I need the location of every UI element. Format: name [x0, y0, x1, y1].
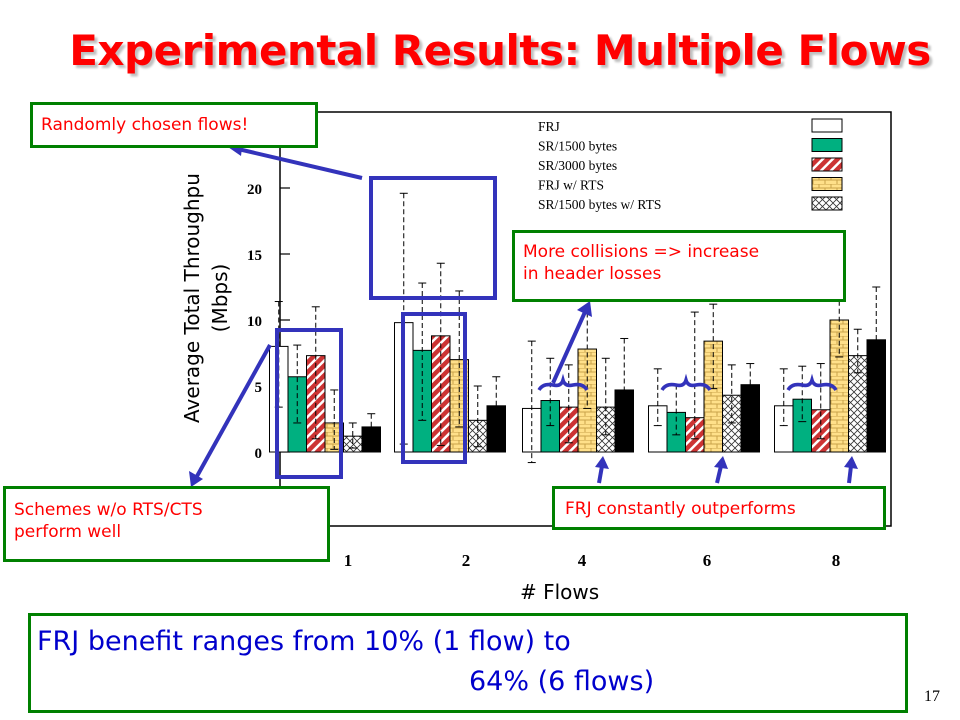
arrow-frj-8	[847, 465, 853, 484]
legend-label: FRJ	[538, 119, 560, 134]
bar	[722, 394, 742, 453]
y-axis-label-line2: (Mbps)	[208, 263, 232, 333]
x-tick-label: 2	[462, 551, 471, 570]
highlights	[275, 176, 838, 479]
page-number: 17	[924, 688, 940, 705]
x-axis-label: # Flows	[520, 580, 600, 604]
arrow-random	[237, 147, 363, 180]
x-tick-label: 4	[578, 551, 587, 570]
callout-schemes-line2: perform well	[14, 522, 122, 542]
y-tick-label: 0	[255, 446, 263, 462]
legend-label: SR/1500 bytes	[538, 139, 617, 154]
callout-frj-outperforms-text: FRJ constantly outperforms	[565, 499, 796, 519]
conclusion-line1: FRJ benefit ranges from 10% (1 flow) to	[37, 626, 571, 657]
bar	[596, 406, 616, 453]
highlight-box-2-flows	[401, 312, 467, 464]
conclusion-line2: 64% (6 flows)	[469, 666, 655, 697]
highlight-box-1-flow	[275, 328, 343, 479]
legend-label: FRJ w/ RTS	[538, 178, 604, 193]
callout-collisions-line1: More collisions => increase	[523, 242, 760, 262]
arrow-schemes	[194, 344, 272, 479]
y-tick-label: 10	[247, 314, 262, 330]
x-tick-label: 6	[703, 551, 712, 570]
highlight-box-random	[369, 176, 497, 300]
x-tick-label: 1	[344, 551, 353, 570]
conclusion-box: FRJ benefit ranges from 10% (1 flow) to …	[28, 613, 908, 713]
legend-swatch	[811, 118, 843, 133]
arrow-frj-4	[597, 465, 604, 484]
y-tick-label: 15	[247, 248, 262, 264]
callout-random-flows-text: Randomly chosen flows!	[41, 115, 249, 135]
y-tick-label: 20	[247, 182, 262, 198]
bar	[740, 384, 760, 453]
callout-frj-outperforms: FRJ constantly outperforms	[552, 486, 886, 530]
slide-title: Experimental Results: Multiple Flows	[69, 26, 931, 75]
arrowhead-frj-8	[844, 456, 858, 469]
arrowhead-schemes	[189, 471, 203, 487]
x-tick-label: 8	[832, 551, 841, 570]
callout-collisions: More collisions => increase in header lo…	[512, 230, 846, 302]
callout-collisions-line2: in header losses	[523, 264, 662, 284]
y-tick-label: 5	[255, 380, 263, 396]
x-axis: 1 2 4 6 8	[344, 551, 841, 570]
legend-swatch	[811, 177, 843, 191]
callout-random-flows: Randomly chosen flows!	[30, 102, 318, 148]
legend-swatch	[811, 138, 843, 152]
bar	[361, 426, 381, 453]
bar	[486, 405, 506, 453]
legend-swatch	[811, 157, 843, 172]
bar	[343, 435, 363, 453]
arrowhead-frj-4	[595, 456, 609, 469]
arrow-collisions	[551, 311, 587, 384]
legend: FRJ SR/1500 bytes SR/3000 bytes FRJ w/ RTS S…	[538, 118, 843, 212]
arrowhead-frj-6	[714, 456, 728, 469]
arrows	[189, 140, 858, 487]
legend-label: SR/3000 bytes	[538, 158, 617, 173]
brace-6-flows	[660, 373, 712, 391]
callout-schemes: Schemes w/o RTS/CTS perform well	[3, 486, 330, 562]
y-axis-label-line1: Average Total Throughpu	[180, 173, 204, 423]
plot-frame	[279, 111, 892, 527]
callout-schemes-line1: Schemes w/o RTS/CTS	[14, 500, 203, 520]
arrow-frj-6	[715, 465, 723, 484]
brace-8-flows	[786, 373, 838, 391]
brace-4-flows	[537, 373, 589, 391]
legend-label: SR/1500 bytes w/ RTS	[538, 197, 661, 212]
bar	[703, 340, 723, 453]
legend-swatch	[811, 196, 843, 211]
arrowhead-collisions	[577, 301, 592, 317]
